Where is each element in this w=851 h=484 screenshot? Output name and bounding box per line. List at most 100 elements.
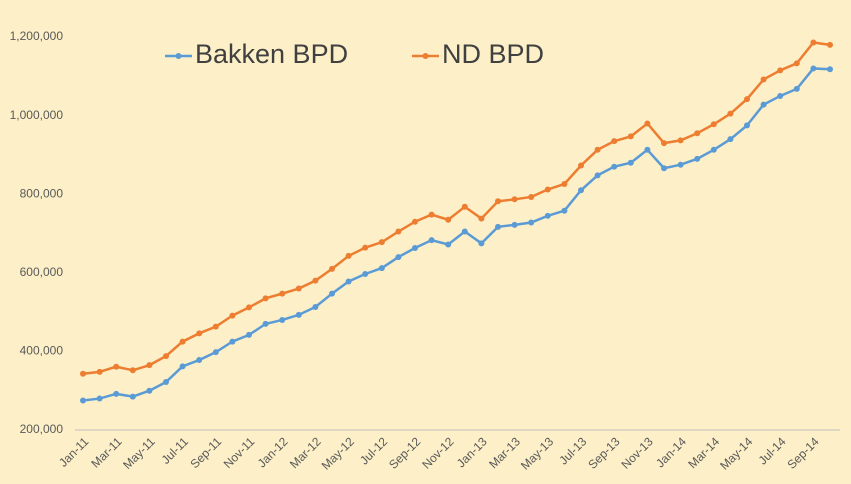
- data-point: [412, 218, 418, 225]
- data-point: [96, 368, 103, 375]
- data-point: [229, 338, 236, 345]
- data-point: [146, 387, 153, 394]
- data-point: [760, 101, 767, 108]
- data-point: [478, 215, 485, 222]
- data-point: [378, 239, 385, 246]
- y-tick-label: 400,000: [20, 344, 64, 358]
- data-point: [129, 393, 136, 400]
- data-point: [146, 362, 153, 369]
- data-point: [544, 186, 551, 193]
- data-point: [378, 265, 385, 272]
- y-tick-label: 200,000: [20, 422, 64, 436]
- data-point: [229, 312, 236, 319]
- data-point: [777, 92, 784, 99]
- data-point: [727, 136, 734, 143]
- data-point: [445, 241, 452, 248]
- data-point: [163, 379, 169, 386]
- data-point: [129, 367, 136, 374]
- data-point: [163, 353, 169, 360]
- data-point: [594, 172, 601, 179]
- data-point: [262, 295, 269, 302]
- data-point: [561, 180, 568, 187]
- data-point: [578, 162, 584, 169]
- data-point: [395, 228, 402, 235]
- data-point: [345, 278, 352, 285]
- data-point: [528, 219, 535, 226]
- data-point: [295, 285, 302, 292]
- data-point: [710, 121, 717, 128]
- data-point: [96, 395, 103, 402]
- data-point: [80, 370, 86, 377]
- data-point: [760, 76, 767, 83]
- data-point: [196, 330, 203, 337]
- data-point: [295, 311, 302, 318]
- data-point: [627, 133, 634, 140]
- data-point: [594, 146, 601, 153]
- data-point: [478, 240, 485, 247]
- data-point: [710, 146, 717, 153]
- legend-label: Bakken BPD: [195, 39, 348, 69]
- data-point: [727, 110, 734, 117]
- data-point: [246, 331, 252, 338]
- data-point: [246, 304, 252, 311]
- data-point: [345, 252, 352, 259]
- data-point: [661, 140, 667, 147]
- data-point: [212, 323, 219, 330]
- data-point: [279, 290, 286, 297]
- data-point: [644, 120, 651, 127]
- data-point: [179, 363, 186, 370]
- data-point: [644, 146, 651, 153]
- legend-label: ND BPD: [442, 39, 544, 69]
- data-point: [461, 203, 468, 210]
- data-point: [578, 187, 584, 194]
- data-point: [495, 223, 501, 230]
- data-point: [461, 228, 468, 235]
- data-point: [312, 303, 319, 310]
- data-point: [793, 85, 800, 92]
- data-point: [511, 221, 518, 228]
- legend-marker: [422, 53, 429, 59]
- data-point: [677, 137, 684, 144]
- data-point: [827, 66, 833, 73]
- y-tick-label: 800,000: [20, 186, 64, 200]
- y-tick-label: 600,000: [20, 265, 64, 279]
- data-point: [113, 363, 120, 370]
- data-point: [212, 349, 219, 356]
- y-tick-label: 1,000,000: [10, 108, 64, 122]
- data-point: [810, 39, 817, 46]
- data-point: [694, 155, 701, 162]
- data-point: [196, 357, 203, 364]
- data-point: [445, 216, 452, 223]
- data-point: [362, 270, 369, 277]
- data-point: [611, 163, 618, 170]
- data-point: [362, 244, 369, 251]
- data-point: [810, 65, 817, 72]
- data-point: [428, 237, 435, 244]
- data-point: [744, 122, 750, 129]
- data-point: [793, 60, 800, 67]
- data-point: [395, 254, 402, 261]
- series-line: [82, 67, 831, 402]
- data-point: [827, 41, 833, 48]
- data-point: [80, 397, 86, 404]
- data-point: [694, 130, 701, 137]
- data-point: [312, 277, 319, 284]
- data-point: [495, 198, 501, 205]
- data-point: [113, 390, 120, 397]
- data-point: [412, 245, 418, 252]
- data-point: [179, 338, 186, 345]
- data-point: [777, 67, 784, 74]
- data-point: [611, 138, 618, 145]
- data-point: [544, 212, 551, 219]
- data-point: [279, 316, 286, 323]
- data-point: [428, 211, 435, 218]
- series-line: [82, 41, 831, 376]
- data-point: [329, 290, 335, 297]
- data-point: [329, 265, 335, 272]
- y-tick-label: 1,200,000: [10, 29, 64, 43]
- data-point: [511, 196, 518, 203]
- data-point: [661, 165, 667, 172]
- data-point: [561, 207, 568, 214]
